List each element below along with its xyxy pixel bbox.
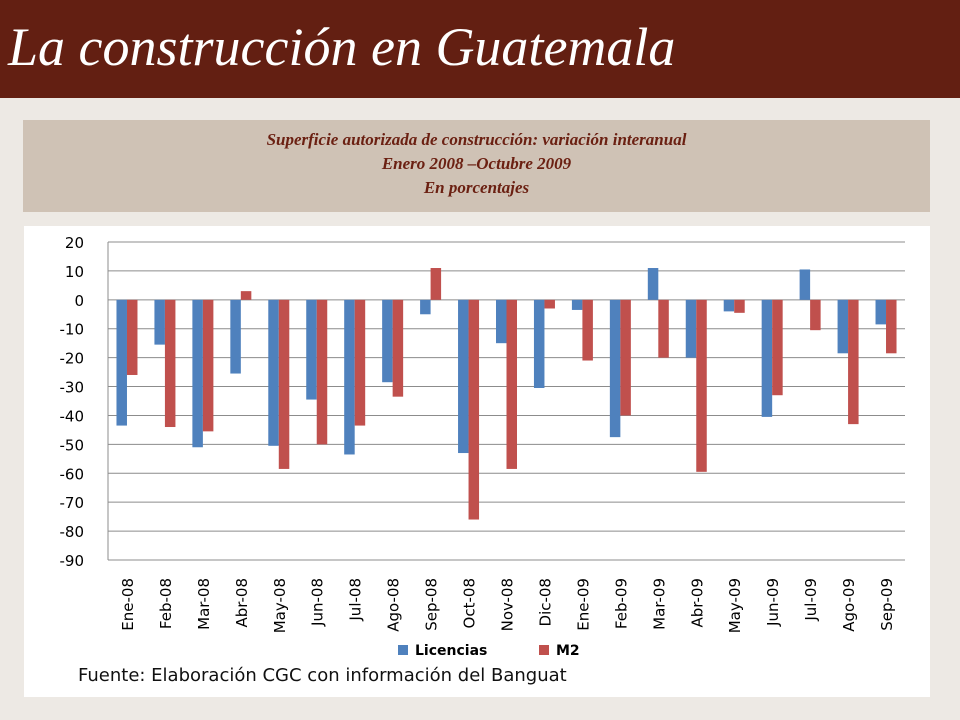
x-tick-label: Mar-09 [650,578,668,630]
bar-licencias [116,299,127,426]
bar-licencias [344,299,355,455]
title-bar: La construcción en Guatemala [0,0,960,98]
y-tick-label: 0 [74,292,84,310]
x-tick-label: Mar-08 [195,578,213,630]
bar-m2 [278,299,290,469]
bar-m2 [316,299,328,445]
chart-subtitle-line-3: En porcentajes [423,178,530,197]
bar-m2 [202,299,214,432]
bar-m2 [240,291,252,300]
bar-licencias [458,299,469,454]
page-title: La construcción en Guatemala [8,17,676,77]
bar-m2 [582,299,593,361]
chart-subtitle-line-1: Superficie autorizada de construcción: v… [266,130,687,149]
x-tick-label: Oct-08 [461,578,479,628]
x-tick-label: Abr-09 [688,578,706,628]
x-tick-label: Dic-08 [536,578,554,626]
x-tick-label: Ene-08 [119,578,137,631]
x-tick-label: Jun-08 [309,578,327,627]
x-tick-label: Ene-09 [574,578,592,631]
bar-licencias [533,299,545,388]
x-tick-label: Sep-09 [878,578,896,631]
x-tick-label: Ago-09 [840,578,858,632]
x-tick-label: May-08 [271,578,289,633]
x-tick-label: Jun-09 [764,578,782,627]
x-tick-label: Abr-08 [233,578,251,628]
bar-licencias [306,299,317,400]
bar-licencias [685,299,697,358]
bar-m2 [620,299,631,416]
bar-licencias [382,299,393,383]
bar-licencias [761,299,773,417]
bar-licencias [723,299,735,312]
x-tick-label: Feb-09 [612,578,630,629]
x-tick-label: Sep-08 [423,578,441,631]
bar-m2 [886,299,897,354]
bar-m2 [506,299,517,469]
bar-licencias [420,299,431,315]
bar-m2 [696,299,707,472]
y-tick-label: 10 [65,263,84,281]
y-tick-label: -40 [60,407,85,425]
y-tick-label: -50 [60,436,85,454]
legend-label-licencias: Licencias [415,643,487,659]
x-tick-label: Jul-09 [802,578,820,622]
bar-m2 [126,299,138,375]
y-tick-label: -10 [60,321,85,339]
legend-label-m2: M2 [556,643,580,659]
y-tick-label: -30 [60,379,85,397]
bar-m2 [810,299,821,331]
x-tick-label: Ago-08 [385,578,403,632]
bar-licencias [496,299,507,344]
y-tick-label: -80 [60,523,85,541]
bar-m2 [544,299,555,309]
bar-m2 [468,299,480,520]
bar-m2 [734,299,745,313]
bar-licencias [192,299,203,448]
y-tick-label: -20 [60,350,85,368]
chart-subtitle-line-2: Enero 2008 –Octubre 2009 [381,154,572,173]
y-tick-label: -90 [60,552,85,570]
source-note: Fuente: Elaboración CGC con información … [78,665,567,686]
bar-m2 [392,299,404,397]
bar-licencias [799,269,811,300]
bar-licencias [609,299,621,438]
x-tick-label: Nov-08 [499,578,517,631]
bar-licencias [571,299,583,310]
bar-licencias [875,299,887,325]
bar-licencias [154,299,165,345]
bar-licencias [268,299,279,446]
bar-licencias [647,268,659,300]
bar-m2 [164,299,176,428]
bar-m2 [658,299,669,358]
x-tick-label: May-09 [726,578,744,633]
bar-licencias [837,299,849,354]
bar-m2 [848,299,859,425]
legend-swatch-m2 [539,645,549,655]
y-tick-label: -60 [60,465,85,483]
x-tick-label: Feb-08 [157,578,175,629]
chart-panel: 20 10 0 -10 -20 -30 -40 -50 -60 -70 -80 -90 Ene-08 Fe… [24,226,930,697]
bar-licencias [230,299,241,374]
bar-m2 [430,268,442,300]
x-tick-label: Jul-08 [347,578,365,622]
bar-m2 [354,299,366,426]
legend-swatch-licencias [398,645,408,655]
chart-subtitle-box: Superficie autorizada de construcción: v… [23,120,930,212]
bar-chart: 20 10 0 -10 -20 -30 -40 -50 -60 -70 -80 -90 Ene-08 Fe… [60,234,905,659]
y-tick-label: 20 [65,234,84,252]
y-tick-label: -70 [60,494,85,512]
bar-m2 [772,299,783,396]
